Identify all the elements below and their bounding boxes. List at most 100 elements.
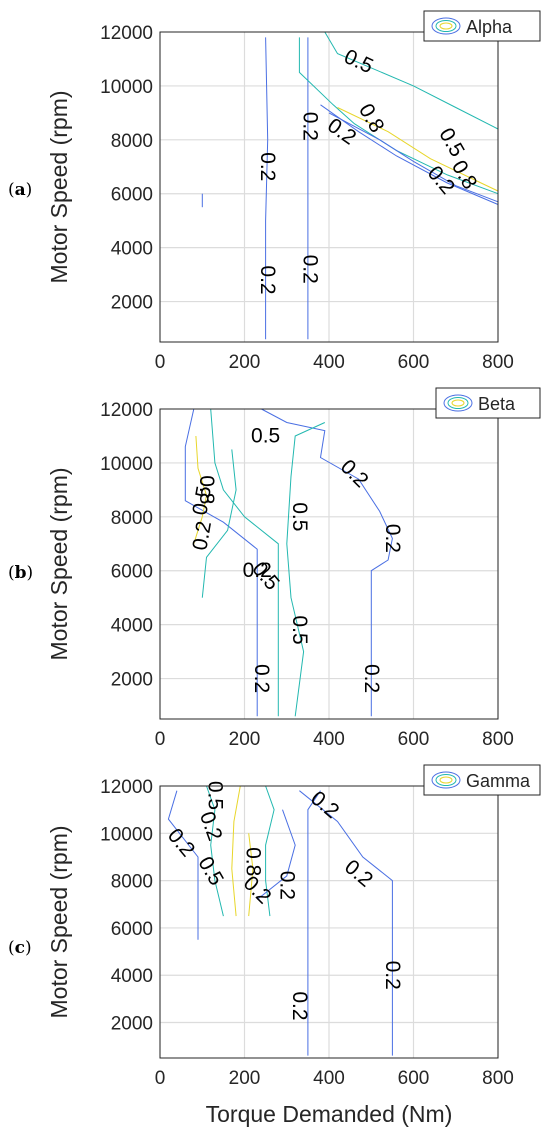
panel-label-b: (b) xyxy=(8,563,34,583)
y-tick-label: 8000 xyxy=(111,872,153,893)
axes-box xyxy=(159,785,499,1059)
contour-label: 0.5 xyxy=(288,615,311,644)
x-tick-label: 400 xyxy=(313,729,345,750)
legend-swatch xyxy=(435,20,457,32)
contour-line xyxy=(307,790,321,1056)
plot-panel-c: 0.50.20.20.20.5 0.80.2 0.20.20.20.20 200 400… xyxy=(46,764,541,1127)
contour-label: 0.2 xyxy=(256,152,279,181)
x-tick-label: 800 xyxy=(482,729,514,750)
y-tick-label: 2000 xyxy=(111,670,153,691)
contour-line xyxy=(231,785,241,917)
x-tick-label: 600 xyxy=(398,352,430,373)
contour-line xyxy=(324,31,499,130)
contour-label: 0.2 xyxy=(381,961,404,990)
contour-label: 0.2 xyxy=(381,524,404,553)
x-tick-label: 400 xyxy=(313,1068,345,1089)
x-axis-label: Torque Demanded (Nm) xyxy=(206,1101,453,1127)
x-tick-label: 600 xyxy=(398,1068,430,1089)
y-tick-label: 8000 xyxy=(111,131,153,152)
contour-line xyxy=(256,809,296,900)
contour-label: 0.5 xyxy=(188,484,216,517)
legend-swatch xyxy=(431,17,461,35)
panel-label-c: (c) xyxy=(8,938,32,958)
x-tick-label: 0 xyxy=(155,729,166,750)
legend-swatch xyxy=(447,397,469,409)
legend: Beta xyxy=(435,387,541,419)
contour-line xyxy=(286,422,326,717)
y-tick-label: 10000 xyxy=(100,77,153,98)
y-axis-label: Motor Speed (rpm) xyxy=(46,825,72,1018)
x-tick-label: 800 xyxy=(482,1068,514,1089)
y-tick-label: 4000 xyxy=(111,966,153,987)
contour-line xyxy=(299,790,393,1056)
plot-panel-a: 0.20.20.20.20.50.80.2 0.50.80.20 200 400 600… xyxy=(46,10,541,373)
contour-line xyxy=(206,785,224,917)
contour-label: 0.5 xyxy=(288,502,311,531)
contour-line xyxy=(320,104,499,205)
contour-line xyxy=(210,408,279,717)
axes-box xyxy=(159,408,499,720)
legend-box xyxy=(423,10,541,42)
y-tick-label: 4000 xyxy=(111,616,153,637)
x-tick-label: 600 xyxy=(398,729,430,750)
y-tick-label: 8000 xyxy=(111,508,153,529)
contour-line xyxy=(261,408,393,717)
legend-box xyxy=(435,387,541,419)
contour-label: 0.5 xyxy=(251,424,280,447)
y-axis-label: Motor Speed (rpm) xyxy=(46,90,72,283)
y-tick-label: 10000 xyxy=(100,824,153,845)
x-tick-label: 800 xyxy=(482,352,514,373)
y-tick-label: 6000 xyxy=(111,919,153,940)
contour-label: 0.5 xyxy=(203,781,226,810)
contour-line xyxy=(167,790,199,940)
y-axis-label: Motor Speed (rpm) xyxy=(46,467,72,660)
contour-label: 0.2 xyxy=(298,112,321,141)
x-tick-label: 200 xyxy=(229,729,261,750)
legend-label: Gamma xyxy=(466,771,531,791)
x-tick-label: 0 xyxy=(155,352,166,373)
y-tick-label: 12000 xyxy=(100,23,153,44)
legend-label: Beta xyxy=(478,394,516,414)
y-tick-label: 2000 xyxy=(111,1014,153,1035)
y-tick-label: 6000 xyxy=(111,185,153,206)
y-tick-label: 4000 xyxy=(111,239,153,260)
contour-line xyxy=(328,112,499,203)
legend: Alpha xyxy=(423,10,541,42)
contour-line xyxy=(298,37,499,195)
y-tick-label: 10000 xyxy=(100,454,153,475)
legend-label: Alpha xyxy=(466,17,513,37)
contour-label: 0.2 xyxy=(298,255,321,284)
contour-line xyxy=(184,408,258,717)
legend-swatch xyxy=(435,774,457,786)
contour-label: 0.2 xyxy=(288,991,311,1020)
y-tick-label: 2000 xyxy=(111,293,153,314)
x-tick-label: 200 xyxy=(229,352,261,373)
legend-swatch xyxy=(431,771,461,789)
y-tick-label: 12000 xyxy=(100,400,153,421)
contour-line xyxy=(201,449,237,598)
contour-line xyxy=(193,435,208,544)
contour-label: 0.8 xyxy=(241,847,264,876)
axes-box xyxy=(159,31,499,343)
contour-label: 0.2 xyxy=(250,664,273,693)
contour-label: 0.2 xyxy=(243,559,272,582)
legend-swatch xyxy=(451,399,465,407)
plot-panel-b: 0.50.20.20.80.50.20.20.50.50.50.2 0.20 200… xyxy=(46,387,541,750)
legend-swatch xyxy=(443,394,473,412)
contour-label: 0.2 xyxy=(275,871,298,900)
legend-swatch xyxy=(439,22,453,30)
y-tick-label: 12000 xyxy=(100,777,153,798)
contour-label: 0.8 xyxy=(195,475,218,504)
x-tick-label: 200 xyxy=(229,1068,261,1089)
legend: Gamma xyxy=(423,764,541,796)
x-tick-label: 400 xyxy=(313,352,345,373)
legend-box xyxy=(423,764,541,796)
y-tick-label: 6000 xyxy=(111,562,153,583)
contour-line xyxy=(265,37,269,340)
panel-label-a: (a) xyxy=(8,180,33,200)
contour-label: 0.2 xyxy=(188,519,216,552)
contour-line xyxy=(337,107,499,192)
legend-swatch xyxy=(439,776,453,784)
contour-line xyxy=(265,785,275,917)
